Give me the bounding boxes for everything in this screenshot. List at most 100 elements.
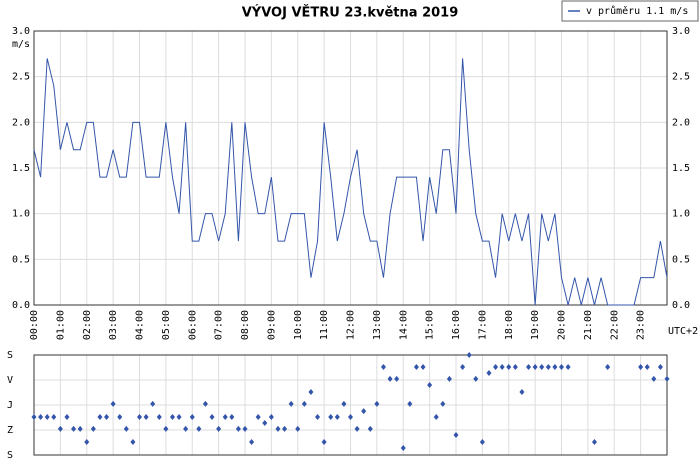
legend-label: v průměru 1.1 m/s bbox=[586, 5, 688, 17]
legend: v průměru 1.1 m/s bbox=[561, 0, 699, 22]
x-tick-label: 10:00 bbox=[293, 310, 304, 340]
point bbox=[354, 425, 360, 432]
point bbox=[315, 413, 321, 420]
point bbox=[420, 363, 426, 370]
point bbox=[31, 413, 37, 420]
plot-frame bbox=[33, 30, 668, 306]
point bbox=[64, 413, 70, 420]
y2-tick-label: 0.5 bbox=[672, 254, 690, 265]
y2-tick-label: 2.5 bbox=[672, 72, 690, 83]
x-tick-label: 23:00 bbox=[636, 310, 647, 340]
point bbox=[169, 413, 175, 420]
point bbox=[539, 363, 545, 370]
legend-box bbox=[561, 0, 699, 22]
x-tick-label: 18:00 bbox=[504, 310, 515, 340]
x-tick-label: 22:00 bbox=[609, 310, 620, 340]
point bbox=[90, 425, 96, 432]
y-tick-label: 0.0 bbox=[12, 300, 30, 311]
point bbox=[308, 388, 314, 395]
point bbox=[202, 400, 208, 407]
x-tick-label: 15:00 bbox=[425, 310, 436, 340]
point bbox=[427, 382, 433, 388]
x-tick-label: 12:00 bbox=[346, 310, 357, 340]
y-axis-label: m/s bbox=[12, 39, 30, 50]
y-tick-label: 2.5 bbox=[12, 72, 30, 83]
point bbox=[209, 413, 215, 420]
point bbox=[499, 363, 505, 370]
point bbox=[664, 375, 670, 382]
point bbox=[361, 408, 367, 415]
point bbox=[413, 363, 419, 370]
x-tick-label: 16:00 bbox=[451, 310, 462, 340]
point bbox=[638, 363, 644, 370]
point bbox=[374, 400, 380, 407]
x-tick-label: 05:00 bbox=[161, 310, 172, 340]
point bbox=[77, 425, 83, 432]
x-tick-label: 20:00 bbox=[557, 310, 568, 340]
y-tick-label: S bbox=[7, 350, 13, 361]
point bbox=[156, 413, 162, 420]
y-tick-label: 2.0 bbox=[12, 117, 30, 128]
point bbox=[249, 438, 255, 445]
point bbox=[334, 413, 340, 420]
point bbox=[644, 363, 650, 370]
point bbox=[84, 438, 90, 445]
x-axis-label: UTC+2 bbox=[668, 326, 698, 337]
y2-tick-label: 3.0 bbox=[672, 26, 690, 37]
point bbox=[387, 375, 393, 382]
x-tick-label: 01:00 bbox=[55, 310, 66, 340]
x-tick-label: 08:00 bbox=[240, 310, 251, 340]
x-tick-label: 19:00 bbox=[530, 310, 541, 340]
x-tick-label: 06:00 bbox=[187, 310, 198, 340]
point bbox=[38, 413, 44, 420]
point bbox=[123, 425, 129, 432]
point bbox=[348, 413, 353, 420]
point bbox=[473, 375, 479, 382]
x-tick-label: 14:00 bbox=[398, 310, 409, 340]
point bbox=[559, 363, 564, 370]
y2-tick-label: 0.0 bbox=[672, 300, 690, 311]
plot-frame bbox=[33, 354, 668, 456]
y-tick-label: Z bbox=[7, 425, 13, 436]
point bbox=[222, 413, 228, 420]
point bbox=[51, 413, 57, 420]
point bbox=[288, 400, 294, 407]
point bbox=[591, 438, 597, 445]
point bbox=[486, 370, 492, 377]
point bbox=[216, 425, 222, 432]
point bbox=[479, 438, 485, 445]
point bbox=[235, 425, 241, 432]
point bbox=[143, 413, 149, 420]
point bbox=[466, 352, 472, 358]
point bbox=[110, 400, 116, 407]
point bbox=[512, 363, 518, 370]
point bbox=[651, 375, 657, 382]
point bbox=[137, 413, 142, 420]
point bbox=[321, 438, 327, 445]
point bbox=[183, 425, 189, 432]
y2-tick-label: 2.0 bbox=[672, 117, 690, 128]
x-tick-label: 13:00 bbox=[372, 310, 383, 340]
y-tick-label: 3.0 bbox=[12, 26, 30, 37]
x-tick-label: 17:00 bbox=[477, 310, 488, 340]
point bbox=[150, 400, 156, 407]
point bbox=[565, 363, 571, 370]
point bbox=[255, 413, 261, 420]
point bbox=[532, 363, 538, 370]
y-tick-label: 1.5 bbox=[12, 163, 30, 174]
point bbox=[71, 425, 77, 432]
point bbox=[262, 420, 268, 427]
point bbox=[519, 388, 525, 395]
x-tick-label: 03:00 bbox=[108, 310, 119, 340]
point bbox=[367, 425, 373, 432]
line bbox=[33, 58, 668, 306]
point bbox=[453, 432, 459, 438]
point bbox=[341, 400, 347, 407]
point bbox=[176, 413, 182, 420]
point bbox=[130, 438, 136, 445]
point bbox=[104, 413, 110, 420]
chart-title: VÝVOJ VĚTRU 23.května 2019 bbox=[242, 5, 459, 21]
point bbox=[229, 413, 235, 420]
